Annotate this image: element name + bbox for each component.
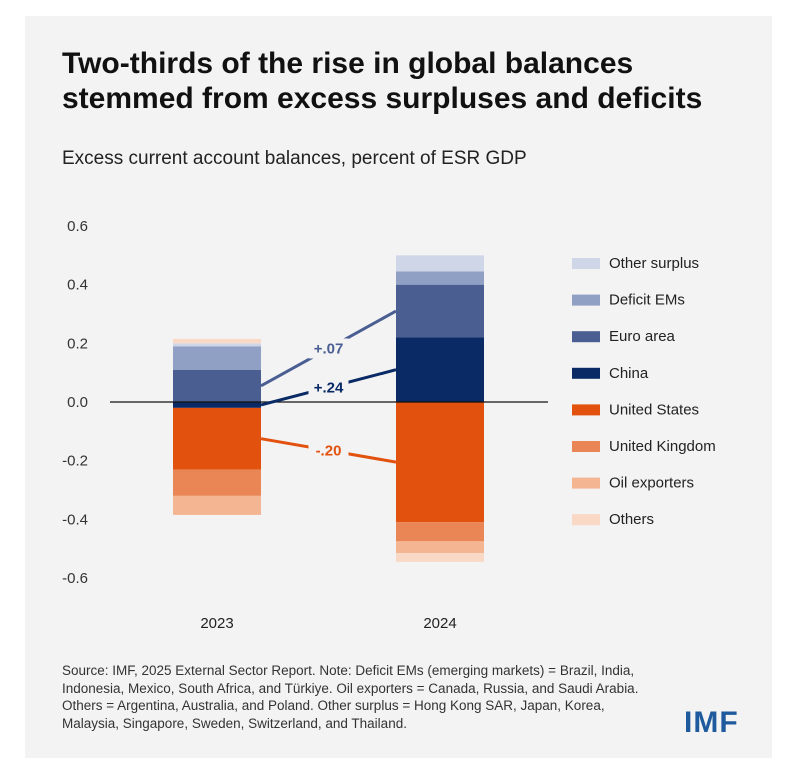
source-note: Source: IMF, 2025 External Sector Report… [62, 663, 639, 731]
legend-swatch-others [572, 514, 600, 526]
legend-swatch-other-surplus [572, 258, 600, 269]
bar-deficit-ems-2024 [396, 271, 484, 285]
legend-label-euro-area: Euro area [609, 328, 676, 345]
legend-swatch-deficit-ems [572, 294, 600, 306]
bar-oil-exporters-2024 [396, 541, 484, 554]
y-tick-label: -0.6 [62, 570, 88, 587]
bar-deficit-ems-2023 [173, 346, 261, 370]
bar-euro-area-2024 [396, 284, 484, 338]
bar-other-surplus-2024 [396, 255, 484, 272]
annotation-bg [308, 440, 349, 461]
legend-swatch-oil-exporters [572, 477, 600, 489]
annotation-label: +.24 [314, 379, 344, 396]
y-tick-label: 0.4 [67, 277, 88, 294]
bar-united-kingdom-2024 [396, 522, 484, 542]
legend-swatch-united-kingdom [572, 441, 600, 452]
x-tick-label: 2024 [423, 615, 456, 632]
legend-label-others: Others [609, 511, 654, 528]
annotation-bg [308, 377, 349, 398]
x-tick-label: 2023 [200, 615, 233, 632]
legend-label-china: China [609, 365, 649, 382]
legend-label-other-surplus: Other surplus [609, 255, 699, 272]
y-tick-label: 0.6 [67, 218, 88, 235]
legend-label-united-states: United States [609, 401, 699, 418]
imf-logo: IMF [684, 706, 739, 739]
bar-china-2023 [173, 402, 261, 408]
legend-swatch-united-states [572, 404, 600, 416]
bar-united-states-2024 [396, 402, 484, 523]
bar-euro-area-2023 [173, 369, 261, 402]
y-tick-label: -0.4 [62, 511, 88, 528]
y-tick-label: 0.2 [67, 335, 88, 352]
bar-others-2024 [396, 553, 484, 562]
annotation-label: +.07 [314, 340, 344, 357]
bar-oil-exporters-2023 [173, 495, 261, 515]
legend-label-oil-exporters: Oil exporters [609, 475, 694, 492]
bar-other-surplus-2023 [173, 343, 261, 347]
legend-label-deficit-ems: Deficit EMs [609, 292, 685, 309]
stacked-bar-chart: 0.6 0.4 0.2 0.0 -0.2 -0.4 -0.6 +.07 +.24 -.20 2023… [62, 218, 716, 632]
y-tick-label: 0.0 [67, 394, 88, 411]
annotation-label: -.20 [316, 442, 342, 459]
bar-united-kingdom-2023 [173, 469, 261, 496]
annotation-bg [308, 338, 349, 359]
legend-swatch-china [572, 367, 600, 379]
legend-label-united-kingdom: United Kingdom [609, 438, 716, 455]
bar-united-states-2023 [173, 407, 261, 470]
legend-swatch-euro-area [572, 331, 600, 343]
bar-others-2023 [173, 338, 261, 344]
bar-china-2024 [396, 337, 484, 402]
y-tick-label: -0.2 [62, 453, 88, 470]
chart-title: Two-thirds of the rise in global balance… [62, 47, 703, 115]
chart-subtitle: Excess current account balances, percent… [62, 148, 527, 169]
